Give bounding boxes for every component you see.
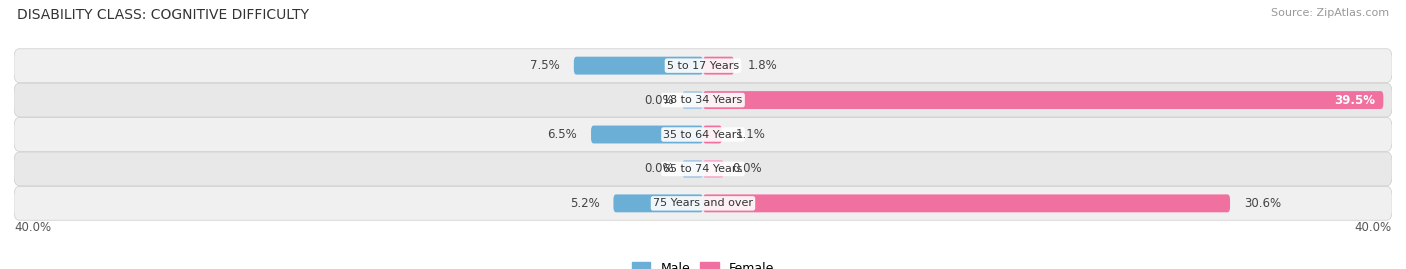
FancyBboxPatch shape: [14, 118, 1392, 151]
FancyBboxPatch shape: [613, 194, 703, 212]
Text: 0.0%: 0.0%: [644, 94, 673, 107]
Text: 1.1%: 1.1%: [735, 128, 766, 141]
Text: 30.6%: 30.6%: [1244, 197, 1281, 210]
FancyBboxPatch shape: [703, 57, 734, 75]
Text: 75 Years and over: 75 Years and over: [652, 198, 754, 208]
Text: Source: ZipAtlas.com: Source: ZipAtlas.com: [1271, 8, 1389, 18]
FancyBboxPatch shape: [14, 186, 1392, 220]
Text: 5 to 17 Years: 5 to 17 Years: [666, 61, 740, 71]
Text: 5.2%: 5.2%: [569, 197, 599, 210]
FancyBboxPatch shape: [703, 160, 724, 178]
Text: 35 to 64 Years: 35 to 64 Years: [664, 129, 742, 140]
Text: 40.0%: 40.0%: [14, 221, 51, 234]
Text: DISABILITY CLASS: COGNITIVE DIFFICULTY: DISABILITY CLASS: COGNITIVE DIFFICULTY: [17, 8, 309, 22]
FancyBboxPatch shape: [591, 126, 703, 143]
FancyBboxPatch shape: [703, 194, 1230, 212]
FancyBboxPatch shape: [14, 49, 1392, 83]
Text: 0.0%: 0.0%: [644, 162, 673, 175]
FancyBboxPatch shape: [14, 152, 1392, 186]
Text: 65 to 74 Years: 65 to 74 Years: [664, 164, 742, 174]
FancyBboxPatch shape: [703, 91, 1384, 109]
Text: 39.5%: 39.5%: [1334, 94, 1375, 107]
Text: 7.5%: 7.5%: [530, 59, 560, 72]
Text: 40.0%: 40.0%: [1355, 221, 1392, 234]
FancyBboxPatch shape: [703, 126, 721, 143]
FancyBboxPatch shape: [574, 57, 703, 75]
Legend: Male, Female: Male, Female: [627, 257, 779, 269]
FancyBboxPatch shape: [682, 91, 703, 109]
Text: 18 to 34 Years: 18 to 34 Years: [664, 95, 742, 105]
Text: 6.5%: 6.5%: [547, 128, 578, 141]
FancyBboxPatch shape: [14, 83, 1392, 117]
FancyBboxPatch shape: [682, 160, 703, 178]
Text: 0.0%: 0.0%: [733, 162, 762, 175]
Text: 1.8%: 1.8%: [748, 59, 778, 72]
